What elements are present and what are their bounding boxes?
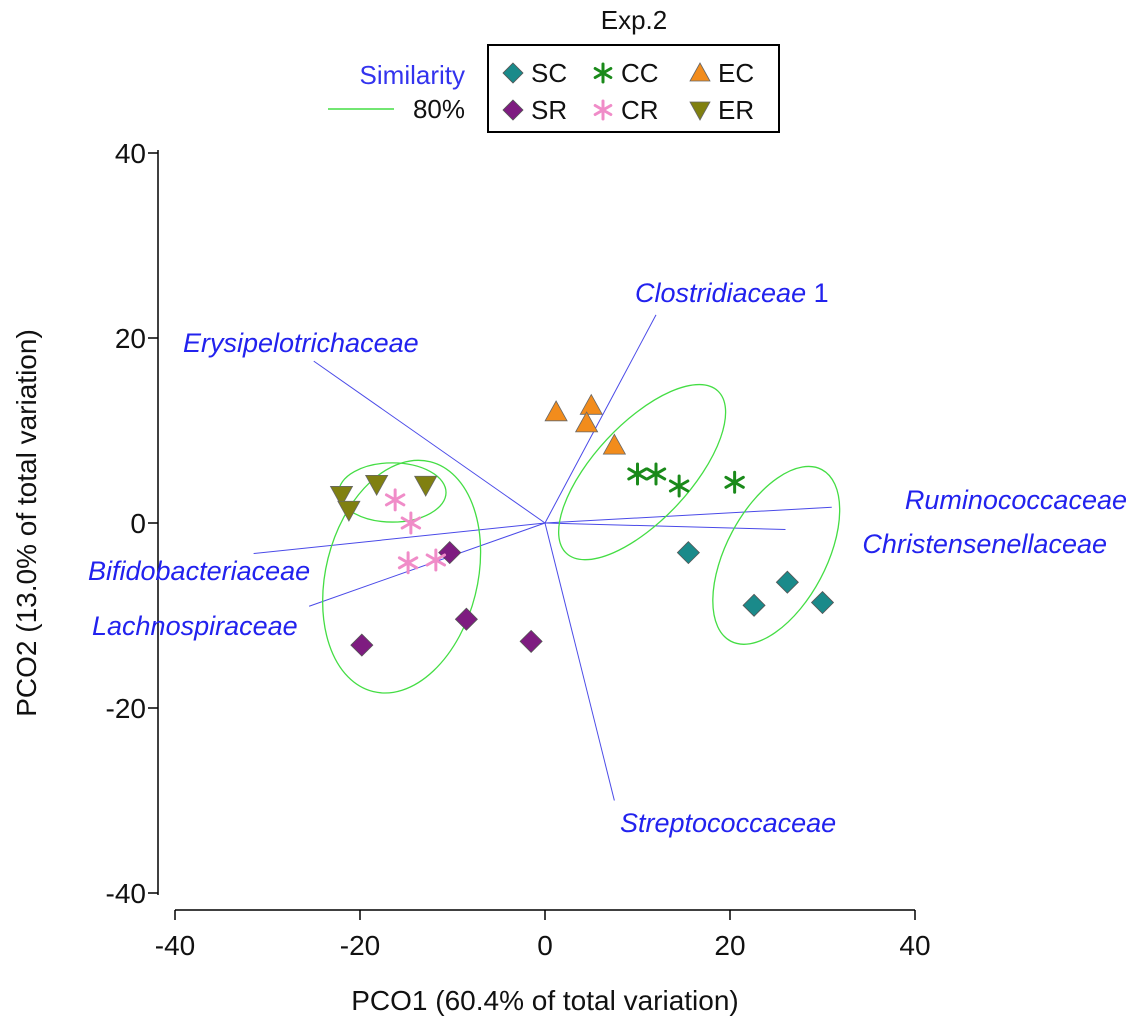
point-cc <box>645 462 667 486</box>
y-tick-label: 20 <box>115 323 146 354</box>
similarity-ellipse-4 <box>712 465 841 645</box>
point-sr <box>519 629 543 653</box>
vector-line-bifidobacteriaceae <box>253 522 546 555</box>
similarity-ellipse-3 <box>557 383 727 561</box>
legend-label-sr: SR <box>531 95 567 125</box>
point-ec <box>544 400 568 422</box>
point-ec <box>574 411 599 433</box>
x-tick-label: 40 <box>899 930 930 961</box>
point-er <box>364 474 389 496</box>
legend-title: Exp.2 <box>601 5 668 35</box>
y-tick-label: 40 <box>115 138 146 169</box>
vector-line-clostridiaceae <box>544 314 657 524</box>
vector-line-ruminococcaceae <box>544 506 832 524</box>
point-cr <box>384 488 406 512</box>
point-ec <box>579 393 603 415</box>
legend-marker-sc <box>502 62 524 84</box>
point-sr <box>350 633 374 657</box>
similarity-title: Similarity <box>360 60 465 90</box>
x-tick-label: -20 <box>340 930 380 961</box>
x-tick-label: 0 <box>537 930 553 961</box>
point-er <box>337 500 361 522</box>
point-er <box>329 486 354 508</box>
point-cc <box>627 462 648 486</box>
vector-label-clostridiaceae: Clostridiaceae 1 <box>635 278 829 308</box>
point-sc <box>810 590 835 615</box>
point-cc <box>724 470 745 494</box>
x-axis: -40 -20 0 20 40 <box>155 909 931 961</box>
legend-label-cc: CC <box>621 58 659 88</box>
y-tick-label: 0 <box>130 508 146 539</box>
vector-label-erysipelotrichaceae: Erysipelotrichaceae <box>183 328 419 358</box>
vector-label-christensenellaceae: Christensenellaceae <box>862 529 1107 559</box>
legend-box <box>487 44 780 133</box>
similarity-ellipse-2 <box>322 459 482 694</box>
x-tick-label: -40 <box>155 930 195 961</box>
vector-label-streptococcaceae: Streptococcaceae <box>620 808 836 838</box>
point-ec <box>602 433 627 455</box>
legend-label-sc: SC <box>531 58 567 88</box>
point-cr <box>397 551 419 575</box>
y-tick-label: -40 <box>106 878 146 909</box>
legend-marker-cr <box>593 99 613 121</box>
y-tick-label: -20 <box>106 693 146 724</box>
point-sr <box>438 541 462 565</box>
point-sr <box>454 607 478 631</box>
data-points <box>329 393 835 657</box>
vector-label-lachnospiraceae: Lachnospiraceae <box>92 611 298 641</box>
legend-marker-ec <box>689 62 711 82</box>
vector-line-erysipelotrichaceae <box>313 360 546 524</box>
legend-items: SC SR CC CR EC ER <box>502 58 754 125</box>
legend-label-cr: CR <box>621 95 659 125</box>
legend-marker-sr <box>502 99 524 121</box>
point-sc <box>775 570 799 594</box>
x-tick-label: 20 <box>714 930 745 961</box>
point-sc <box>742 593 766 617</box>
point-er <box>413 475 438 497</box>
point-cr <box>400 511 422 535</box>
point-cr <box>425 548 447 572</box>
point-cc <box>668 474 690 498</box>
legend-marker-er <box>689 101 711 121</box>
y-axis: -40 -20 0 20 40 <box>106 138 159 909</box>
legend-label-er: ER <box>718 95 754 125</box>
point-sc <box>676 541 700 565</box>
vector-line-streptococcaceae <box>544 522 615 801</box>
vector-label-ruminococcaceae: Ruminococcaceae <box>905 485 1127 515</box>
x-axis-title: PCO1 (60.4% of total variation) <box>351 985 739 1016</box>
legend-label-ec: EC <box>718 58 754 88</box>
legend-marker-cc <box>593 62 613 84</box>
y-axis-title: PCO2 (13.0% of total variation) <box>11 329 42 717</box>
vector-label-bifidobacteriaceae: Bifidobacteriaceae <box>88 556 310 586</box>
similarity-ellipse-1 <box>338 462 447 523</box>
vector-lines <box>253 314 832 801</box>
vector-labels: Clostridiaceae 1 Erysipelotrichaceae Rumin… <box>88 278 1127 838</box>
similarity-label: 80% <box>413 94 465 124</box>
vector-line-christensenellaceae <box>544 522 786 530</box>
